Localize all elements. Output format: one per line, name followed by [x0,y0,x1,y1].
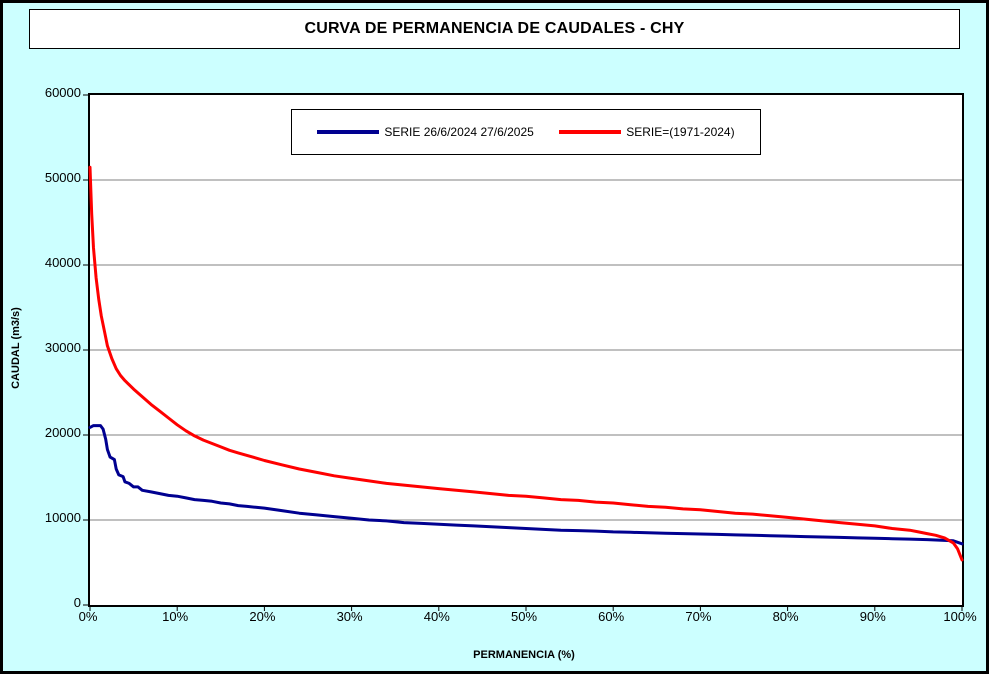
x-tick-label: 40% [423,609,450,624]
x-axis-title: PERMANENCIA (%) [473,649,575,661]
legend-item-serie-1971-2024: SERIE=(1971-2024) [559,125,735,139]
x-tick-label: 30% [336,609,363,624]
x-tick-label: 80% [772,609,799,624]
y-tick-label: 20000 [44,425,81,440]
plot-area: SERIE 26/6/2024 27/6/2025 SERIE=(1971-20… [83,93,964,611]
y-tick-label: 50000 [44,170,81,185]
legend-item-serie-2024-2025: SERIE 26/6/2024 27/6/2025 [317,125,534,139]
legend-line-red-icon [559,130,622,134]
y-tick-label: 10000 [44,510,81,525]
series-line-1 [88,165,964,562]
x-tick-label: 20% [249,609,276,624]
x-tick-label: 70% [685,609,712,624]
series-line-0 [88,424,964,546]
x-tick-label: 60% [598,609,625,624]
x-tick-label: 90% [859,609,886,624]
chart-title: CURVA DE PERMANENCIA DE CAUDALES - CHY [29,9,960,49]
x-tick-label: 10% [162,609,189,624]
x-tick-label: 50% [510,609,538,624]
plot-canvas [83,94,964,611]
legend-label-serie-1971-2024: SERIE=(1971-2024) [626,125,735,139]
x-tick-label: 0% [78,609,98,624]
legend: SERIE 26/6/2024 27/6/2025 SERIE=(1971-20… [291,109,761,155]
legend-label-serie-2024-2025: SERIE 26/6/2024 27/6/2025 [384,125,534,139]
y-tick-label: 60000 [44,85,81,100]
y-tick-label: 0 [73,595,81,610]
y-tick-label: 30000 [44,340,81,355]
y-tick-label: 40000 [44,255,81,270]
x-tick-label: 100% [943,609,977,624]
legend-line-blue-icon [317,130,380,134]
